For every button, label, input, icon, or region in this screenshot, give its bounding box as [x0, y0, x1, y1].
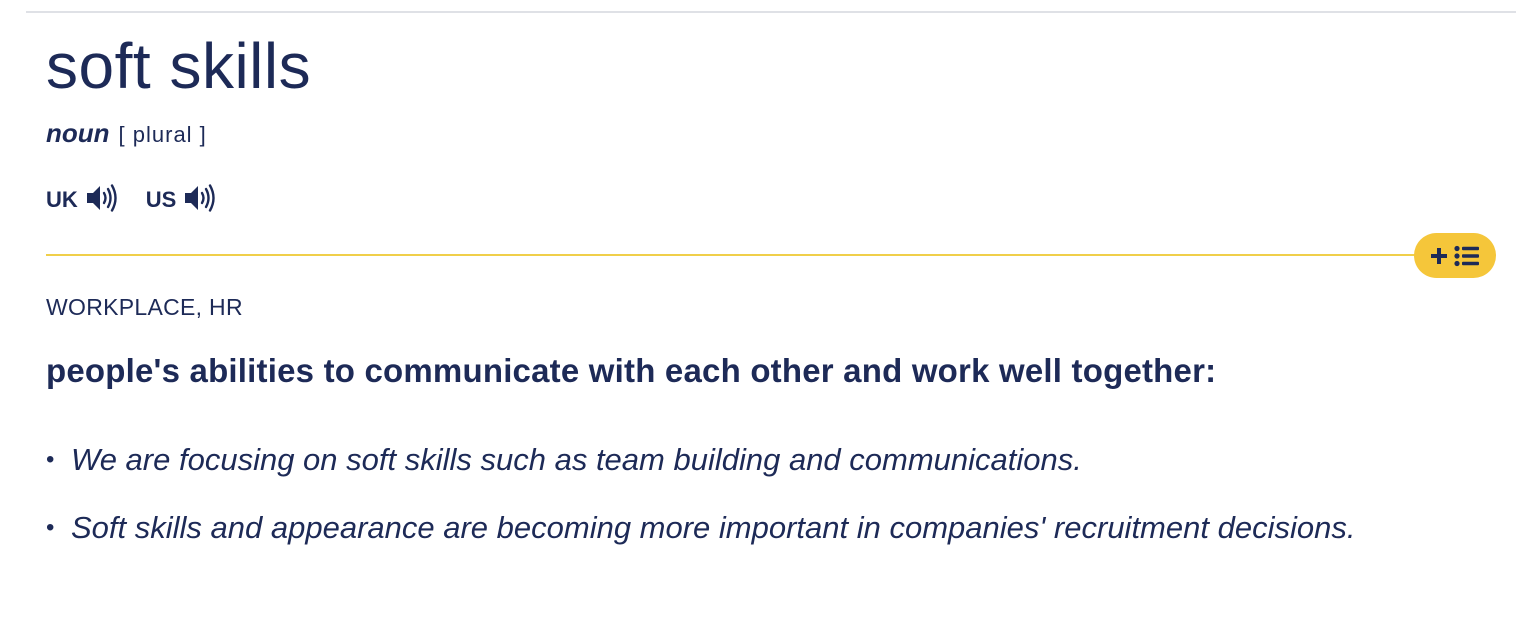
pronunciation-us[interactable]: US: [146, 183, 217, 213]
sense-divider: [46, 254, 1466, 256]
region-label-us: US: [145, 187, 177, 212]
headword: soft skills: [46, 30, 312, 102]
example-list: • We are focusing on soft skills such as…: [46, 436, 1376, 572]
example-text: Soft skills and appearance are becoming …: [71, 510, 1356, 545]
domain-label: WORKPLACE, HR: [46, 294, 243, 320]
speaker-icon[interactable]: [86, 184, 118, 212]
definition-text: people's abilities to communicate with e…: [46, 352, 1217, 389]
grammar-label: [ plural ]: [118, 122, 207, 147]
plus-icon: [1430, 247, 1448, 265]
region-label-uk: UK: [46, 187, 78, 212]
speaker-icon[interactable]: [184, 184, 216, 212]
pronunciation-bar: UK US: [46, 178, 244, 218]
top-divider: [26, 11, 1516, 13]
list-icon: [1454, 245, 1480, 267]
bullet: •: [46, 514, 55, 541]
part-of-speech-line: noun [ plural ]: [46, 118, 207, 154]
add-to-word-list-button[interactable]: [1414, 233, 1496, 278]
bullet: •: [46, 446, 55, 473]
example-sentence: • We are focusing on soft skills such as…: [46, 436, 1376, 483]
part-of-speech: noun: [46, 118, 110, 148]
pronunciation-uk[interactable]: UK: [46, 183, 118, 213]
example-text: We are focusing on soft skills such as t…: [71, 442, 1082, 477]
example-sentence: • Soft skills and appearance are becomin…: [46, 504, 1376, 551]
